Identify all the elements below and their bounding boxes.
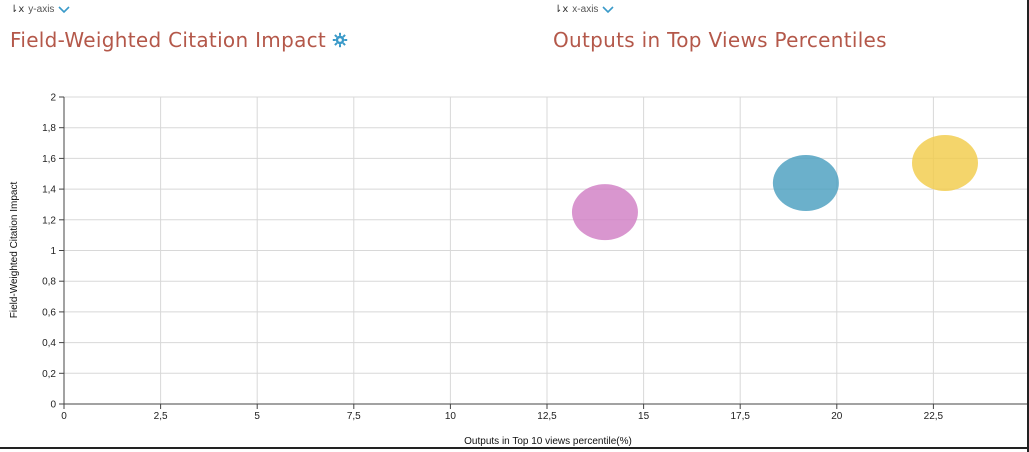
y-tick-label: 1,4 <box>42 185 56 196</box>
sort-axis-icon: ⇂x <box>10 4 25 15</box>
y-axis-selector[interactable]: ⇂x y-axis <box>10 4 70 15</box>
y-axis-title: Field-Weighted Citation Impact <box>9 182 20 319</box>
x-tick-label: 10 <box>445 411 457 422</box>
data-bubble[interactable] <box>911 135 978 192</box>
y-metric-title[interactable]: Field-Weighted Citation Impact <box>10 28 348 52</box>
y-tick-label: 0,6 <box>42 307 56 318</box>
x-tick-label: 2,5 <box>154 411 168 422</box>
x-tick-label: 7,5 <box>347 411 361 422</box>
y-tick-label: 1 <box>50 246 56 257</box>
y-tick-label: 2 <box>50 93 56 104</box>
x-metric-title-text: Outputs in Top Views Percentiles <box>553 28 887 52</box>
x-tick-label: 15 <box>638 411 650 422</box>
data-bubble[interactable] <box>772 154 839 211</box>
x-axis-title: Outputs in Top 10 views percentile(%) <box>464 436 632 447</box>
x-axis-selector[interactable]: ⇂x x-axis <box>554 4 614 15</box>
gear-icon[interactable] <box>332 32 348 48</box>
sort-axis-icon: ⇂x <box>554 4 569 15</box>
y-tick-label: 0,2 <box>42 369 56 380</box>
x-tick-label: 20 <box>831 411 843 422</box>
y-tick-label: 1,2 <box>42 215 56 226</box>
x-axis-selector-label: x-axis <box>572 4 599 15</box>
x-tick-label: 22,5 <box>924 411 944 422</box>
bottom-divider <box>0 447 1029 449</box>
x-tick-label: 5 <box>254 411 260 422</box>
y-tick-label: 1,8 <box>42 123 56 134</box>
data-bubble[interactable] <box>571 184 638 241</box>
x-tick-label: 12,5 <box>537 411 557 422</box>
chevron-down-icon <box>58 5 70 13</box>
x-tick-label: 17,5 <box>730 411 750 422</box>
y-axis-selector-label: y-axis <box>28 4 55 15</box>
chevron-down-icon <box>602 5 614 13</box>
y-tick-label: 1,6 <box>42 154 56 165</box>
x-tick-label: 0 <box>61 411 67 422</box>
y-tick-label: 0 <box>50 400 56 411</box>
y-metric-title-text: Field-Weighted Citation Impact <box>10 28 327 52</box>
y-tick-label: 0,4 <box>42 338 56 349</box>
y-tick-label: 0,8 <box>42 277 56 288</box>
x-metric-title[interactable]: Outputs in Top Views Percentiles <box>553 28 887 52</box>
right-divider <box>1027 0 1029 452</box>
